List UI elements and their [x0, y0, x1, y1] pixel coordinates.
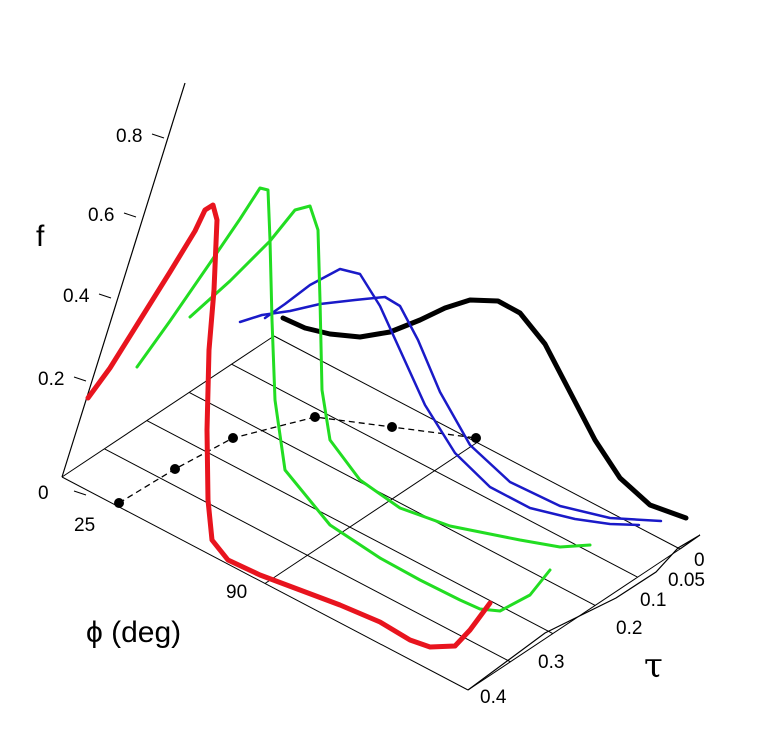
series-curve-tau-0_3	[135, 186, 552, 613]
phi-tick-label: 25	[74, 515, 95, 536]
f-tick-mark	[73, 490, 87, 496]
peak-point	[114, 498, 124, 508]
f-tick-mark	[98, 293, 112, 299]
tau-tick-label: 0.4	[480, 687, 507, 708]
tau-tick-label: 0.2	[616, 618, 642, 639]
f-tick-label: 0.8	[116, 126, 142, 147]
series-curve-tau-0_2	[188, 204, 592, 549]
tau-axis-line	[467, 534, 701, 691]
phi-axis-title: ϕ (deg)	[86, 616, 181, 649]
f-tick-label: 0.2	[38, 369, 64, 390]
tau-tick-label: 0.1	[640, 590, 666, 611]
tau-tick-label: 0.3	[538, 652, 564, 673]
peak-point	[387, 422, 397, 432]
series-curve-tau-0_4	[85, 202, 493, 650]
peak-point	[170, 464, 180, 474]
grid-line-tau-0	[61, 335, 275, 478]
tau-tick-label: 0.05	[668, 570, 705, 591]
peak-point	[228, 433, 238, 443]
series-curves	[85, 186, 689, 650]
f-tick-mark	[123, 212, 137, 218]
peak-locus-line	[118, 416, 477, 504]
peak-locus	[114, 412, 481, 508]
f-tick-label: 0.4	[63, 286, 90, 307]
f-tick-label: 0.6	[88, 205, 114, 226]
phi-tick-label: 90	[226, 582, 247, 603]
f-axis-title: f	[36, 220, 45, 253]
f-axis-line	[61, 82, 186, 478]
tau-axis-title: τ	[644, 646, 663, 686]
series-curve-tau-0_05	[263, 267, 641, 527]
f-tick-label: 0	[38, 483, 49, 504]
f-tick-mark	[151, 133, 165, 139]
grid-line-tau-1	[264, 442, 478, 584]
peak-point	[310, 412, 320, 422]
tau-tick-label: 0	[694, 550, 705, 571]
peak-point	[471, 433, 481, 443]
series-curve-tau-0	[280, 297, 689, 521]
series-curve-tau-0_1	[238, 295, 663, 523]
f-tick-mark	[73, 376, 87, 382]
axes	[61, 82, 701, 691]
grid-line-tau-2	[467, 548, 681, 691]
